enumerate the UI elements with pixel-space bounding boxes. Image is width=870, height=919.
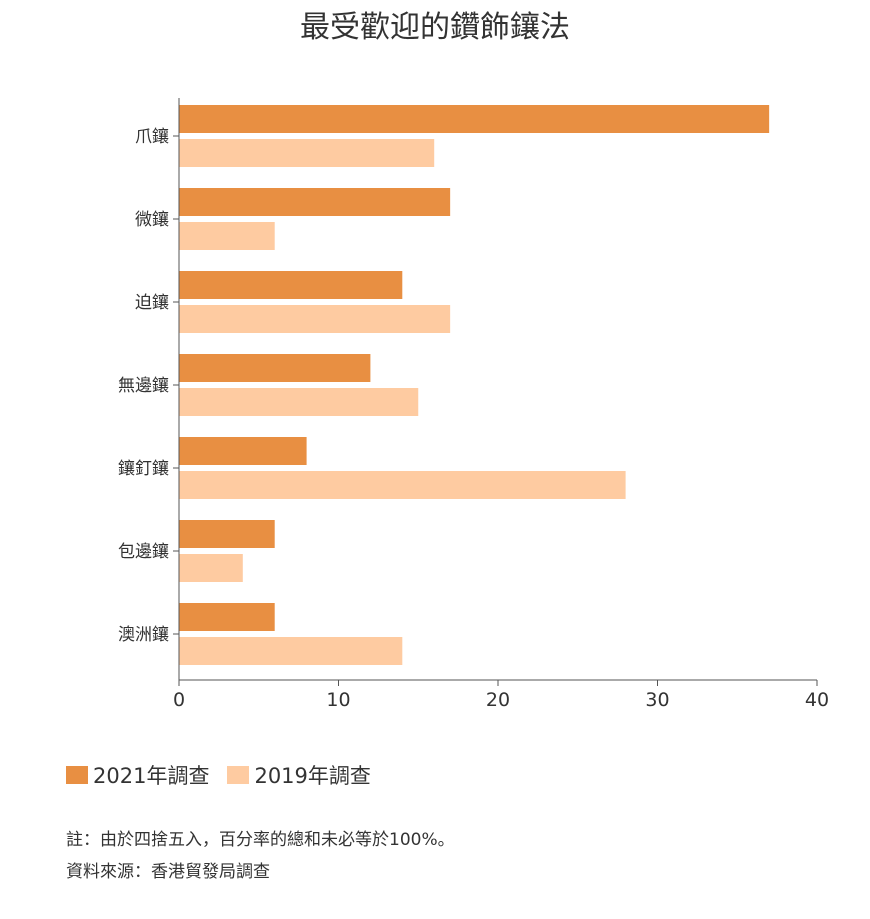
x-tick-label-0: 0 — [173, 689, 185, 711]
bar-2019-5 — [179, 471, 626, 499]
y-tick-label-7: 澳洲鑲 — [118, 624, 169, 645]
bar-2021-1 — [179, 105, 770, 133]
legend-label-2021: 2021年調查 — [93, 764, 210, 788]
legend-swatch-2019 — [227, 766, 250, 784]
legend-item-2019: 2019年調查 — [227, 760, 371, 790]
bar-2021-5 — [179, 437, 307, 465]
bar-2019-1 — [179, 139, 435, 167]
bar-2019-2 — [179, 222, 275, 250]
y-tick-label-4: 無邊鑲 — [118, 375, 169, 396]
x-tick-label-10: 10 — [326, 689, 350, 711]
bar-2021-6 — [179, 520, 275, 548]
bar-2021-7 — [179, 603, 275, 631]
legend-item-2021: 2021年調查 — [66, 760, 209, 790]
bar-2021-2 — [179, 188, 451, 216]
y-tick-label-5: 鑲釘鑲 — [118, 458, 169, 479]
legend: 2021年調查 2019年調查 — [66, 760, 389, 790]
y-tick-label-1: 爪鑲 — [135, 126, 169, 147]
bar-2021-4 — [179, 354, 371, 382]
bar-2019-4 — [179, 388, 419, 416]
legend-label-2019: 2019年調查 — [254, 764, 371, 788]
bars-group — [179, 105, 770, 665]
rounding-note: 註：由於四捨五入，百分率的總和未必等於100%。 — [66, 830, 455, 850]
bar-2019-6 — [179, 554, 243, 582]
source-note: 資料來源：香港貿發局調查 — [66, 862, 270, 882]
y-tick-label-2: 微鑲 — [135, 209, 169, 230]
footnotes: 註：由於四捨五入，百分率的總和未必等於100%。 資料來源：香港貿發局調查 — [66, 824, 455, 888]
y-tick-label-6: 包邊鑲 — [118, 541, 169, 562]
x-tick-label-40: 40 — [805, 689, 829, 711]
bar-2021-3 — [179, 271, 403, 299]
y-tick-label-3: 迫鑲 — [135, 292, 169, 313]
legend-swatch-2021 — [66, 766, 88, 784]
x-tick-label-30: 30 — [645, 689, 669, 711]
bar-2019-7 — [179, 637, 403, 665]
x-tick-label-20: 20 — [486, 689, 510, 711]
bar-2019-3 — [179, 305, 451, 333]
chart-title: 最受歡迎的鑽飾鑲法 — [300, 10, 570, 45]
